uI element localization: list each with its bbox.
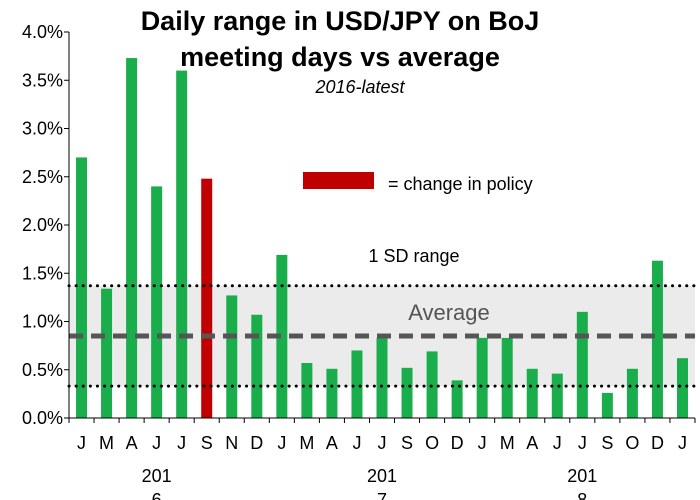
bar-13 xyxy=(401,367,413,418)
x-tick-label: J xyxy=(578,433,587,453)
legend-policy-text: = change in policy xyxy=(388,174,533,194)
x-tick-label: J xyxy=(378,433,387,453)
bar-3 xyxy=(151,186,163,418)
bar-12 xyxy=(376,337,388,418)
bar-6 xyxy=(226,295,238,418)
bar-17 xyxy=(501,337,513,418)
y-tick-label: 2.5% xyxy=(22,167,63,187)
bar-16 xyxy=(476,337,488,418)
bar-0 xyxy=(76,157,88,418)
x-tick-label: J xyxy=(678,433,687,453)
legend-policy-swatch xyxy=(303,172,374,189)
sd-range-label: 1 SD range xyxy=(368,246,459,266)
y-tick-label: 2.0% xyxy=(22,215,63,235)
x-tick-label: J xyxy=(177,433,186,453)
x-tick-label: J xyxy=(152,433,161,453)
x-tick-label: J xyxy=(77,433,86,453)
x-tick-label: S xyxy=(601,433,613,453)
x-tick-label: D xyxy=(651,433,664,453)
bars-group xyxy=(76,58,688,419)
bar-2 xyxy=(126,58,138,419)
bar-9 xyxy=(301,362,313,418)
bar-4 xyxy=(176,70,188,418)
x-tick-label: A xyxy=(326,433,338,453)
bar-1 xyxy=(101,288,113,418)
year-labels: 201 6 201 7 201 8 xyxy=(142,466,598,500)
y-tick-label: 0.0% xyxy=(22,408,63,428)
y-tick-label: 1.0% xyxy=(22,312,63,332)
bar-15 xyxy=(451,380,463,418)
bar-22 xyxy=(626,368,638,418)
x-tick-label: M xyxy=(99,433,114,453)
bar-11 xyxy=(351,350,363,418)
x-tick-label: M xyxy=(299,433,314,453)
x-tick-label: O xyxy=(625,433,639,453)
bar-14 xyxy=(426,351,438,418)
y-tick-label: 4.0% xyxy=(22,22,63,42)
bar-8 xyxy=(276,254,288,418)
year-label-suffix: 6 xyxy=(152,490,162,500)
x-tick-label: J xyxy=(277,433,286,453)
x-tick-label: N xyxy=(225,433,238,453)
bar-24 xyxy=(676,358,688,418)
year-label: 201 xyxy=(567,466,597,486)
x-tick-label: S xyxy=(401,433,413,453)
x-tick-label: S xyxy=(201,433,213,453)
x-tick-label: M xyxy=(500,433,515,453)
bar-18 xyxy=(526,368,538,418)
y-tick-label: 3.5% xyxy=(22,70,63,90)
y-tick-label: 0.5% xyxy=(22,360,63,380)
bar-10 xyxy=(326,368,338,418)
y-tick-label: 1.5% xyxy=(22,263,63,283)
y-tick-label: 3.0% xyxy=(22,119,63,139)
x-tick-label: J xyxy=(553,433,562,453)
chart-title-line1: Daily range in USD/JPY on BoJ xyxy=(141,6,540,36)
x-tick-label: D xyxy=(250,433,263,453)
bar-23 xyxy=(651,260,663,418)
bar-20 xyxy=(576,311,588,418)
chart-subtitle: 2016-latest xyxy=(314,77,405,97)
year-label-suffix: 8 xyxy=(577,490,587,500)
x-tick-label: J xyxy=(352,433,361,453)
x-tick-label: O xyxy=(425,433,439,453)
year-label: 201 xyxy=(142,466,172,486)
y-axis-ticks: 0.0% 0.5% 1.0% 1.5% 2.0% 2.5% 3.0% 3.5% 4.0% xyxy=(22,22,69,428)
x-tick-label: A xyxy=(526,433,538,453)
chart-title-line2: meeting days vs average xyxy=(180,42,500,72)
bar-19 xyxy=(551,373,563,418)
year-label: 201 xyxy=(367,466,397,486)
bar-5 xyxy=(201,178,213,418)
bar-7 xyxy=(251,314,263,418)
x-tick-label: D xyxy=(451,433,464,453)
year-label-suffix: 7 xyxy=(377,490,387,500)
x-tick-label: A xyxy=(126,433,138,453)
bar-21 xyxy=(601,392,613,418)
average-label: Average xyxy=(408,300,490,325)
x-tick-label: J xyxy=(478,433,487,453)
